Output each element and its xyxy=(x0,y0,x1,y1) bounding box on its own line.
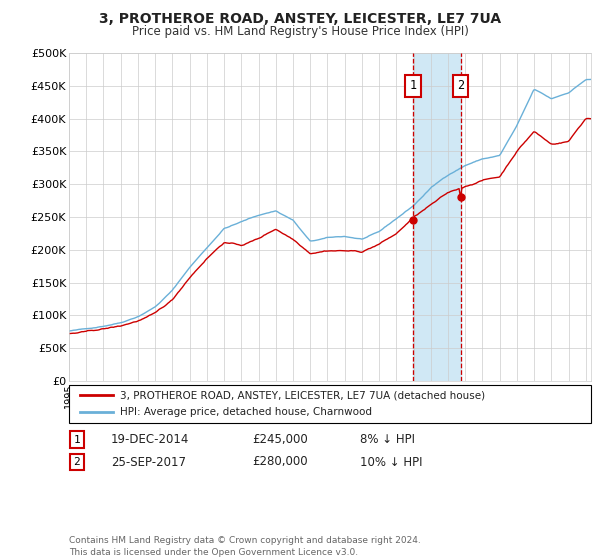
Text: 19-DEC-2014: 19-DEC-2014 xyxy=(111,433,190,446)
Text: 3, PROTHEROE ROAD, ANSTEY, LEICESTER, LE7 7UA (detached house): 3, PROTHEROE ROAD, ANSTEY, LEICESTER, LE… xyxy=(120,390,485,400)
Text: 25-SEP-2017: 25-SEP-2017 xyxy=(111,455,186,469)
Text: 10% ↓ HPI: 10% ↓ HPI xyxy=(360,455,422,469)
Bar xyxy=(413,53,461,381)
Text: 1: 1 xyxy=(73,435,80,445)
Text: HPI: Average price, detached house, Charnwood: HPI: Average price, detached house, Char… xyxy=(120,407,372,417)
Text: 2: 2 xyxy=(457,80,464,92)
Text: £280,000: £280,000 xyxy=(252,455,308,469)
Text: 2: 2 xyxy=(73,457,80,467)
Text: 3, PROTHEROE ROAD, ANSTEY, LEICESTER, LE7 7UA: 3, PROTHEROE ROAD, ANSTEY, LEICESTER, LE… xyxy=(99,12,501,26)
Text: 1: 1 xyxy=(409,80,416,92)
Text: £245,000: £245,000 xyxy=(252,433,308,446)
Text: 8% ↓ HPI: 8% ↓ HPI xyxy=(360,433,415,446)
Text: Contains HM Land Registry data © Crown copyright and database right 2024.
This d: Contains HM Land Registry data © Crown c… xyxy=(69,536,421,557)
Text: Price paid vs. HM Land Registry's House Price Index (HPI): Price paid vs. HM Land Registry's House … xyxy=(131,25,469,38)
